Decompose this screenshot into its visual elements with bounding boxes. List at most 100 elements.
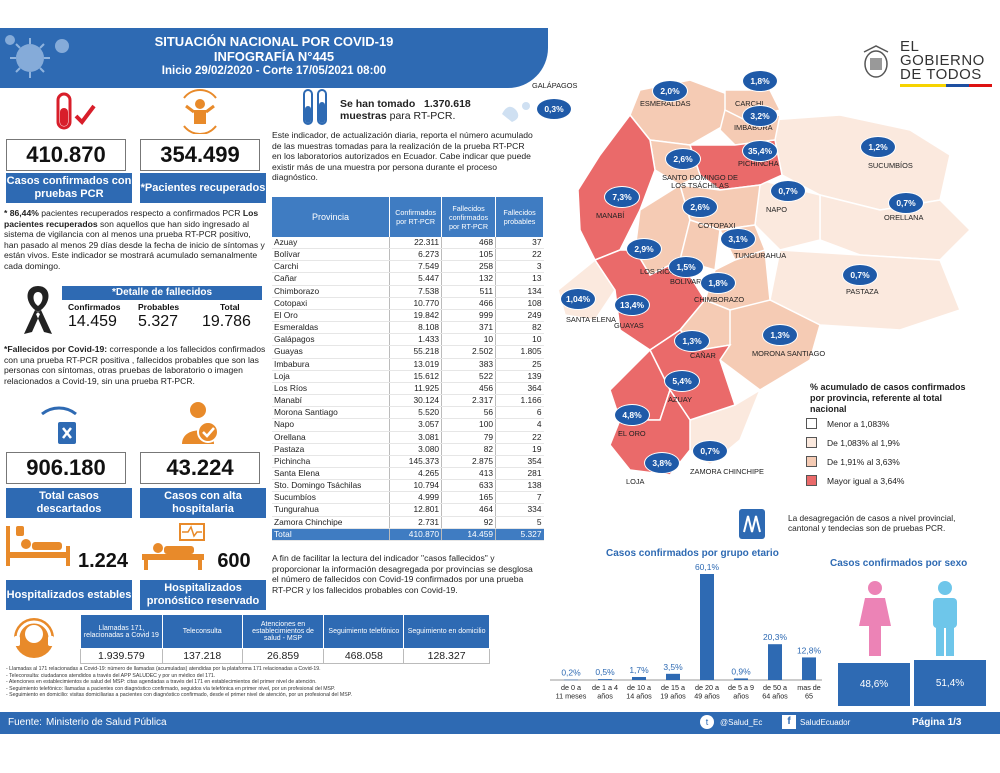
deaths-title: *Detalle de fallecidos	[62, 286, 262, 300]
table-row: Esmeraldas 8.108 371 82	[272, 321, 544, 335]
table-row: Imbabura 13.019 383 25	[272, 358, 544, 371]
age-bar-label: 0,5%	[595, 667, 615, 677]
mourning-ribbon-icon	[24, 286, 52, 334]
province-value: 134	[495, 285, 544, 298]
data-note-icon	[739, 509, 765, 539]
facebook-handle[interactable]: SaludEcuador	[800, 718, 851, 727]
province-name: Santa Elena	[272, 467, 390, 481]
province-value: 82	[495, 321, 544, 335]
total-cell: 410.870	[389, 528, 442, 541]
deaths-probables-label: Probables	[138, 302, 180, 312]
province-value: 511	[441, 285, 496, 298]
header-title: SITUACIÓN NACIONAL POR COVID-19	[154, 34, 394, 49]
province-value: 522	[441, 370, 496, 383]
province-value: 30.124	[389, 394, 442, 408]
province-label: NAPO	[766, 205, 787, 214]
samples-value: 1.370.618	[424, 98, 471, 110]
table-row: Zamora Chinchipe 2.731 92 5	[272, 516, 544, 529]
age-bar	[632, 677, 646, 680]
label-galapagos: GALÁPAGOS	[532, 81, 578, 90]
province-value: 10.770	[389, 297, 442, 310]
map-legend: Menor a 1,083% De 1,083% al 1,9% De 1,91…	[806, 418, 976, 486]
province-value: 3	[495, 260, 544, 274]
footnotes: - Llamadas al 171 relacionadas a Covid-1…	[6, 666, 352, 699]
age-category-label: de 5 a 9	[728, 683, 754, 692]
source: Ministerio de Salud Pública	[46, 717, 167, 728]
province-value: 10	[495, 333, 544, 347]
facebook-icon[interactable]: f	[782, 715, 796, 729]
age-category-label: 65	[805, 692, 813, 701]
male-icon	[933, 581, 957, 656]
province-name: Guayas	[272, 345, 390, 359]
province-value: 19	[495, 443, 544, 456]
twitter-handle[interactable]: @Salud_Ec	[720, 718, 763, 727]
female-icon	[859, 581, 891, 656]
age-chart-title: Casos confirmados por grupo etario	[606, 548, 779, 559]
province-label: BOLÍVAR	[670, 277, 702, 286]
province-value: 383	[441, 358, 496, 371]
province-pct-bubble: 1,8%	[742, 70, 778, 92]
age-bar	[564, 679, 578, 681]
province-value: 4.999	[389, 491, 442, 505]
province-name: Cotopaxi	[272, 297, 390, 310]
province-value: 22	[495, 431, 544, 444]
province-name: Bolívar	[272, 248, 390, 262]
province-value: 464	[441, 503, 496, 517]
atenciones-value: 26.859	[241, 648, 325, 664]
total-cell: 14.459	[441, 528, 496, 541]
province-value: 10.794	[389, 479, 442, 493]
alta-label: Casos con alta hospitalaria	[140, 488, 266, 518]
table-row: Guayas 55.218 2.502 1.805	[272, 345, 544, 359]
deaths-total: 19.786	[202, 313, 251, 330]
age-category-label: años	[733, 692, 749, 701]
province-pct-bubble: 13,4%	[614, 294, 650, 316]
province-pct-bubble: 0,7%	[770, 180, 806, 202]
province-pct-bubble: 0,3%	[536, 98, 572, 120]
descartados-value: 906.180	[6, 452, 126, 484]
table-row: Pastaza 3.080 82 19	[272, 443, 544, 456]
province-value: 6	[495, 406, 544, 420]
legend-item: Menor a 1,083%	[806, 418, 976, 429]
province-value: 1.166	[495, 394, 544, 408]
province-value: 79	[441, 431, 496, 444]
province-pct-bubble: 35,4%	[742, 140, 778, 162]
province-pct-bubble: 3,2%	[742, 105, 778, 127]
age-bar-label: 60,1%	[695, 562, 720, 572]
table-row: Galápagos 1.433 10 10	[272, 333, 544, 347]
province-label: CAÑAR	[690, 351, 716, 360]
province-value: 4	[495, 418, 544, 432]
table-row: Santa Elena 4.265 413 281	[272, 467, 544, 481]
age-category-label: de 1 a 4	[592, 683, 618, 692]
estables-label: Hospitalizados estables	[6, 580, 132, 610]
recovered-note-bold: Los pacientes recuperados	[4, 208, 259, 229]
province-pct-bubble: 1,5%	[668, 256, 704, 278]
estables-value: 1.224	[74, 548, 132, 576]
legend-item: De 1,91% al 3,63%	[806, 456, 976, 467]
province-label: LOS RÍOS	[640, 267, 675, 276]
province-label: COTOPAXI	[698, 221, 736, 230]
table-row: Sto. Domingo Tsáchilas 10.794 633 138	[272, 479, 544, 493]
province-value: 138	[495, 479, 544, 493]
discarded-test-icon	[41, 406, 77, 444]
province-value: 22.311	[389, 237, 442, 250]
table-row: Orellana 3.081 79 22	[272, 431, 544, 444]
descartados-label: Total casos descartados	[6, 488, 132, 518]
province-pct-bubble: 1,3%	[762, 324, 798, 346]
province-label: SUCUMBÍOS	[868, 161, 913, 170]
province-pct-bubble: 2,6%	[682, 196, 718, 218]
province-name: Chimborazo	[272, 285, 390, 298]
province-name: Sucumbíos	[272, 491, 390, 505]
province-value: 10	[441, 333, 496, 347]
followup-table: Llamadas 171, relacionadas a Covid 19 Te…	[80, 614, 490, 664]
province-name: Esmeraldas	[272, 321, 390, 335]
age-category-label: de 20 a	[695, 683, 719, 692]
province-value: 5.447	[389, 272, 442, 286]
table-row: Manabí 30.124 2.317 1.166	[272, 394, 544, 408]
province-pct-bubble: 0,7%	[888, 192, 924, 214]
province-value: 145.373	[389, 455, 442, 468]
province-label: LOJA	[626, 477, 645, 486]
th-fallecidos-conf: Fallecidos confirmados por RT-PCR	[441, 197, 497, 237]
province-name: Pastaza	[272, 443, 390, 456]
twitter-icon[interactable]: t	[700, 715, 714, 729]
province-name: Los Ríos	[272, 382, 390, 396]
